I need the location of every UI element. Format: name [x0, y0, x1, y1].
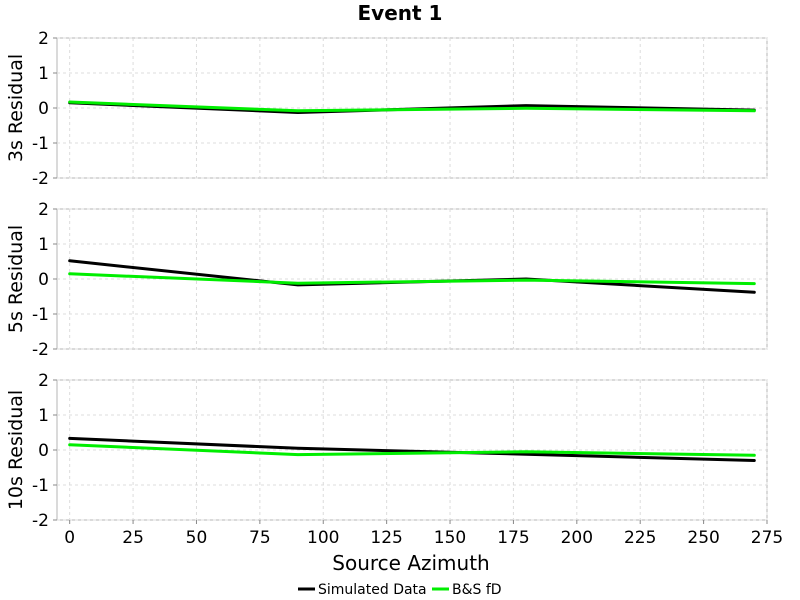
x-axis-label: Source Azimuth	[332, 551, 489, 575]
legend-label: Simulated Data	[318, 582, 427, 598]
y-tick-label: 1	[38, 235, 49, 255]
y-tick-label: 2	[38, 371, 49, 391]
y-tick-label: 1	[38, 64, 49, 84]
x-tick-label: 150	[434, 528, 466, 548]
y-tick-label: 1	[38, 406, 49, 426]
chart-title: Event 1	[358, 1, 443, 25]
legend-label: B&S fD	[452, 582, 502, 598]
y-tick-label: -2	[32, 169, 49, 189]
y-tick-label: 0	[38, 270, 49, 290]
x-tick-label: 275	[751, 528, 783, 548]
x-tick-label: 25	[122, 528, 144, 548]
x-axis-ticks: 0 25 50 75 100 125 150 175 200 225 250 275	[64, 520, 783, 548]
series-line	[68, 436, 756, 462]
x-tick-label: 100	[307, 528, 339, 548]
y-tick-label: -2	[32, 511, 49, 531]
x-tick-label: 200	[561, 528, 593, 548]
x-tick-label: 225	[624, 528, 656, 548]
x-tick-label: 0	[64, 528, 75, 548]
y-tick-label: -1	[32, 476, 49, 496]
x-tick-label: 125	[370, 528, 402, 548]
panel-1: -2 -1 0 1 2 3s Residual	[5, 29, 768, 189]
x-tick-label: 250	[687, 528, 719, 548]
y-tick-label: 0	[38, 441, 49, 461]
series-line	[68, 100, 756, 113]
series-line	[68, 443, 756, 457]
y-tick-label: -1	[32, 305, 49, 325]
y-tick-label: 2	[38, 29, 49, 49]
y-axis-label: 5s Residual	[5, 225, 27, 333]
legend: Simulated Data B&S fD	[298, 582, 502, 598]
y-tick-label: -1	[32, 134, 49, 154]
panel-2: -2 -1 0 1 2 5s Residual	[5, 200, 768, 360]
y-axis-label: 10s Residual	[5, 390, 27, 510]
y-tick-label: -2	[32, 340, 49, 360]
x-tick-label: 50	[186, 528, 208, 548]
y-tick-label: 2	[38, 200, 49, 220]
y-tick-label: 0	[38, 99, 49, 119]
legend-item: Simulated Data	[298, 582, 427, 598]
panel-3: -2 -1 0 1 2 10s Residual	[5, 371, 768, 531]
x-tick-label: 175	[497, 528, 529, 548]
y-axis-label: 3s Residual	[5, 54, 27, 162]
legend-item: B&S fD	[432, 582, 502, 598]
series-line	[68, 272, 756, 286]
x-tick-label: 75	[249, 528, 271, 548]
